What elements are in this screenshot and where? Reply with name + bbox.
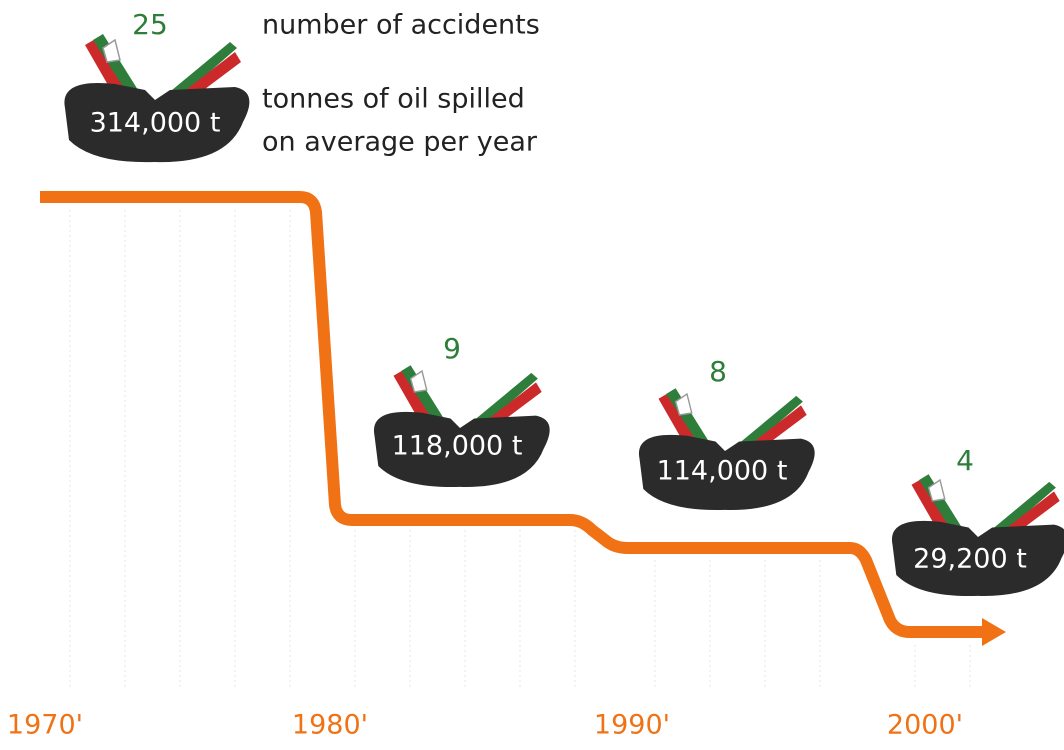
period-label: 1980' xyxy=(292,710,368,741)
accident-count: 4 xyxy=(956,444,974,477)
tonnes: 314,000 t xyxy=(90,108,221,139)
ship-icon xyxy=(64,34,249,162)
period-label: 1970' xyxy=(7,710,83,741)
period-label: 2000' xyxy=(887,710,963,741)
infographic: number of accidents tonnes of oil spille… xyxy=(0,0,1064,750)
ship-icon xyxy=(892,474,1064,596)
legend-accidents: number of accidents xyxy=(262,10,540,41)
tonnes: 114,000 t xyxy=(657,456,788,487)
accident-count: 9 xyxy=(443,332,461,365)
ship-icon xyxy=(639,388,815,510)
trend-line xyxy=(40,197,985,632)
tonnes: 29,200 t xyxy=(913,544,1027,575)
arrow-head xyxy=(982,618,1006,646)
period-label: 1990' xyxy=(594,710,670,741)
legend-tonnes: tonnes of oil spilled xyxy=(262,84,525,115)
accident-count: 8 xyxy=(709,355,727,388)
legend-tonnes: on average per year xyxy=(262,127,538,158)
tonnes: 118,000 t xyxy=(392,431,523,462)
ship-icon xyxy=(374,365,550,487)
accident-count: 25 xyxy=(132,8,168,41)
